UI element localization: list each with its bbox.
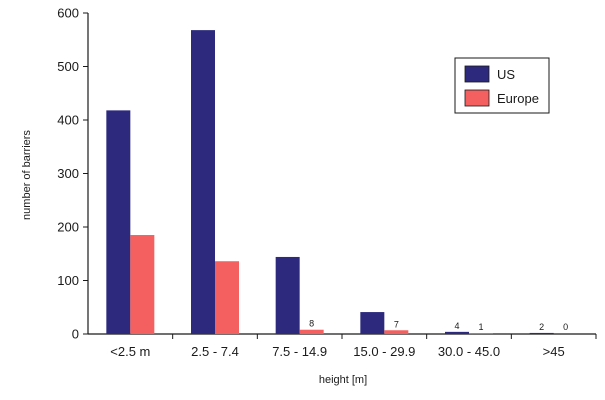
data-label: 1 (478, 322, 483, 332)
legend-swatch-europe (464, 89, 490, 107)
y-tick-label: 600 (57, 6, 79, 21)
x-tick-label: 30.0 - 45.0 (438, 344, 500, 359)
x-tick-label: 7.5 - 14.9 (272, 344, 327, 359)
y-axis-title: number of barriers (21, 130, 33, 220)
y-tick-label: 200 (57, 220, 79, 235)
bar-us (275, 256, 300, 334)
x-tick-label: <2.5 m (110, 344, 150, 359)
bar-us (191, 30, 215, 335)
bar-us (445, 331, 469, 334)
x-tick-label: 2.5 - 7.4 (191, 344, 239, 359)
bar-europe (215, 261, 239, 334)
bar-us (106, 110, 131, 335)
legend: US Europe (454, 57, 550, 114)
axes: 0 100 200 300 400 500 600 <2.5 m 2.5 - 7.4 7.5 - … (57, 6, 597, 359)
data-label: 0 (563, 322, 568, 332)
bar-europe (469, 333, 493, 334)
bar-us (529, 332, 554, 334)
y-tick-label: 400 (57, 113, 79, 128)
x-axis-title: height [m] (319, 374, 367, 386)
data-label: 7 (394, 319, 399, 329)
data-label: 4 (454, 321, 459, 331)
data-labels: 8 7 4 1 2 0 (309, 319, 568, 332)
y-tick-label: 100 (57, 273, 79, 288)
x-tick-label: >45 (543, 344, 565, 359)
legend-label-us: US (497, 67, 515, 82)
bar-europe (299, 329, 324, 334)
y-tick-label: 0 (72, 327, 79, 342)
bar-europe (130, 235, 155, 334)
data-label: 8 (309, 319, 314, 329)
legend-swatch-us (464, 65, 490, 83)
bars (106, 30, 554, 335)
y-tick-label: 300 (57, 166, 79, 181)
data-label: 2 (539, 322, 544, 332)
bar-europe (384, 330, 409, 334)
legend-label-europe: Europe (497, 91, 539, 106)
bar-us (360, 312, 385, 334)
y-tick-label: 500 (57, 59, 79, 74)
x-tick-label: 15.0 - 29.9 (353, 344, 415, 359)
